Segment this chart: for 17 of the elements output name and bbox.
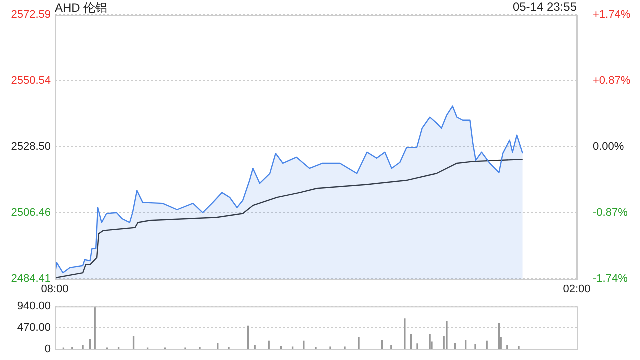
y-tick-label: 0 [44,343,51,356]
y2-tick-label: 0.00% [593,141,624,154]
y2-tick-label: -0.87% [593,207,628,220]
y-tick-label: 2528.50 [11,141,51,154]
y-tick-label: 2506.46 [11,207,51,220]
x-tick-label: 08:00 [41,284,69,296]
y-tick-label: 2484.41 [11,273,51,286]
y-tick-label: 2550.54 [11,75,51,88]
y-tick-label: 470.00 [17,322,51,334]
chart-title: AHD 伦铝 [55,0,108,17]
chart-subtitle: 05-14 23:55 [512,0,577,14]
y-tick-label: 940.00 [17,300,51,313]
y2-tick-label: +0.87% [593,75,631,88]
y2-tick-label: -1.74% [593,273,628,286]
x-tick-label: 02:00 [563,284,591,296]
y-tick-label: 2572.59 [11,9,51,22]
y2-tick-label: +1.74% [593,9,631,22]
